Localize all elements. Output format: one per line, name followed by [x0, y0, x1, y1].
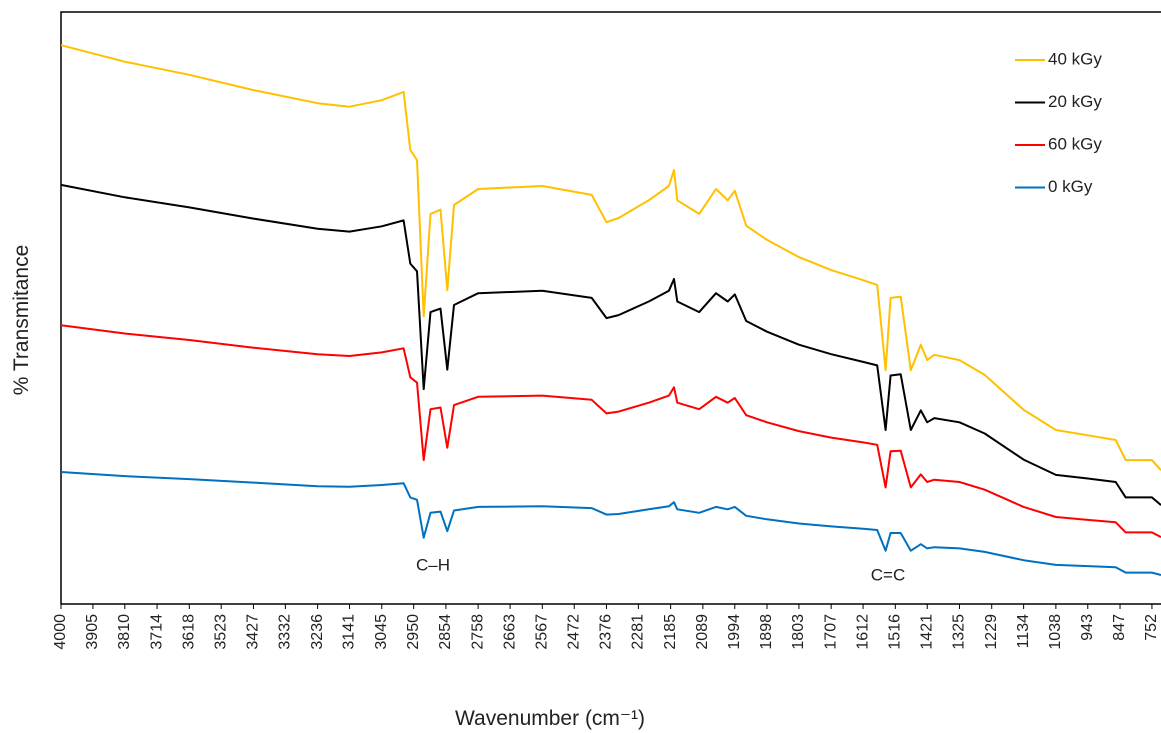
x-tick-label: 3523 [212, 614, 229, 650]
x-tick-label: 3332 [277, 614, 294, 650]
x-tick-label: 3045 [373, 614, 390, 650]
x-tick-label: 1134 [1015, 614, 1032, 649]
x-tick-label: 1707 [822, 614, 839, 650]
x-tick-label: 2950 [405, 614, 422, 650]
legend-label: 40 kGy [1048, 49, 1102, 68]
x-tick-label: 847 [1111, 614, 1128, 641]
legend-label: 20 kGy [1048, 92, 1102, 111]
spectrum-line [60, 324, 1161, 538]
annotation: C–H [416, 555, 450, 574]
spectrum-line [60, 471, 1161, 576]
x-tick-label: 943 [1079, 614, 1096, 641]
plot-frame [60, 11, 1161, 605]
x-tick-label: 4000 [52, 614, 69, 650]
x-tick-label: 1421 [918, 614, 935, 650]
x-tick-label: 3236 [309, 614, 326, 650]
x-tick-label: 3427 [245, 614, 262, 650]
legend-label: 0 kGy [1048, 177, 1093, 196]
x-tick-label: 3618 [181, 614, 198, 650]
x-tick-label: 2089 [694, 614, 711, 650]
x-tick-label: 2854 [437, 614, 454, 650]
x-tick-label: 3141 [341, 614, 358, 650]
x-tick-label: 1229 [983, 614, 1000, 650]
x-tick-label: 3905 [84, 614, 101, 650]
x-tick-label: 3810 [116, 614, 133, 650]
x-tick-label: 1038 [1047, 614, 1064, 650]
annotation: C=C [871, 565, 905, 584]
legend-label: 60 kGy [1048, 134, 1102, 153]
x-tick-label: 3714 [148, 614, 165, 650]
x-tick-label: 1803 [790, 614, 807, 650]
x-tick-label: 2281 [630, 614, 647, 650]
x-tick-label: 1994 [726, 614, 743, 650]
x-tick-label: 2376 [598, 614, 615, 650]
x-tick-label: 2567 [534, 614, 551, 650]
x-tick-label: 1325 [951, 614, 968, 650]
spectrum-line [60, 183, 1161, 506]
x-tick-label: 752 [1143, 614, 1160, 641]
x-tick-label: 1516 [887, 614, 904, 650]
x-tick-label: 1898 [758, 614, 775, 650]
x-tick-label: 2185 [662, 614, 679, 650]
x-tick-label: 2663 [501, 614, 518, 650]
x-axis-label: Wavenumber (cm⁻¹) [455, 707, 645, 730]
spectrum-line [60, 44, 1161, 471]
x-tick-label: 1612 [854, 614, 871, 650]
x-tick-label: 2472 [565, 614, 582, 650]
y-axis-label: % Transmitance [10, 245, 33, 396]
x-tick-label: 2758 [469, 614, 486, 650]
